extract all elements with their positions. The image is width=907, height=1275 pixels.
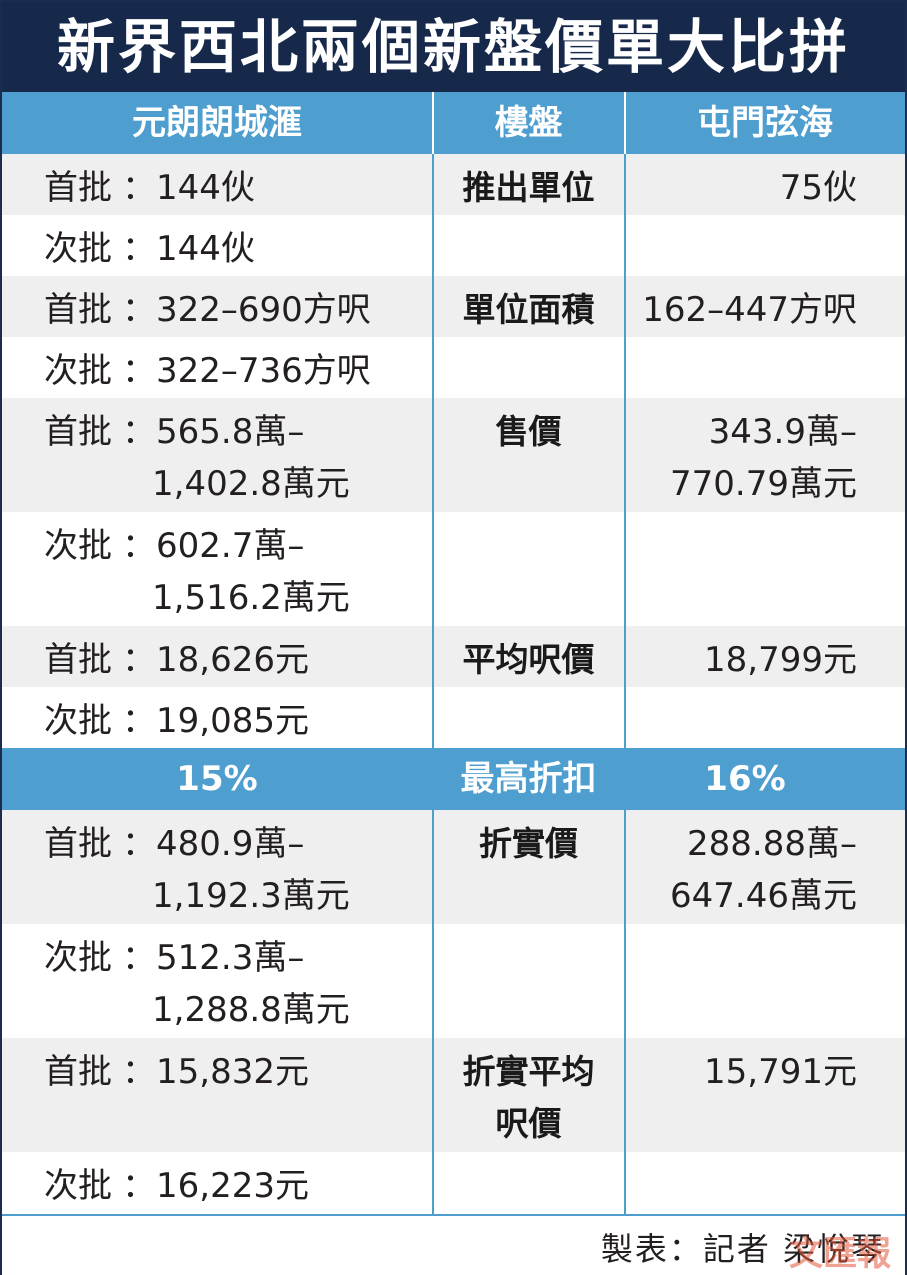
batch-value-line2: 1,288.8萬元 [152, 990, 350, 1030]
table-row-units-second: 次批 ：144伙 [2, 215, 905, 276]
batch-label: 首批 [44, 290, 112, 330]
table-row-price-second: 次批 ：602.7萬– 1,516.2萬元 [2, 512, 905, 626]
header-left: 元朗朗城滙 [132, 103, 302, 143]
batch-label: 次批 [44, 229, 112, 269]
discount-label: 最高折扣 [460, 759, 597, 799]
batch-value-line1: ：565.8萬– [122, 412, 305, 452]
compare-value: 162–447方呎 [642, 290, 857, 330]
batch-value-line2: 1,192.3萬元 [152, 876, 350, 916]
discount-row: 15% 最高折扣 16% [2, 748, 905, 810]
divider [432, 810, 434, 1214]
batch-value-line1: ：480.9萬– [122, 824, 305, 864]
batch-value: ：322–736方呎 [122, 351, 371, 391]
table-row-units-first: 首批 ：144伙 推出單位 75伙 [2, 154, 905, 215]
page-title: 新界西北兩個新盤價單大比拼 [2, 2, 905, 92]
table-row-psf-second: 次批 ：19,085元 [2, 687, 905, 748]
divider [624, 810, 626, 1214]
row-category: 售價 [495, 412, 562, 451]
header-right: 屯門弦海 [697, 103, 833, 143]
compare-value: 15,791元 [704, 1052, 857, 1092]
divider [624, 154, 626, 748]
credit-text: 製表：記者 梁悅琴 [600, 1230, 885, 1268]
table-row-area-first: 首批 ：322–690方呎 單位面積 162–447方呎 [2, 276, 905, 337]
batch-label: 次批 [44, 526, 112, 566]
table-header-row: 元朗朗城滙 樓盤 屯門弦海 [2, 92, 905, 154]
batch-label: 次批 [44, 1166, 112, 1206]
batch-value-line2: 1,516.2萬元 [152, 578, 350, 618]
table-row-net-psf-second: 次批 ：16,223元 [2, 1152, 905, 1214]
compare-value-line2: 647.46萬元 [670, 876, 857, 916]
row-category: 單位面積 [462, 290, 595, 329]
batch-value: ：144伙 [122, 229, 255, 269]
batch-value: ：15,832元 [122, 1052, 309, 1092]
batch-value: ：144伙 [122, 168, 255, 208]
table-row-price-first: 首批 ：565.8萬– 1,402.8萬元 售價 343.9萬– 770.79萬… [2, 398, 905, 512]
batch-label: 首批 [44, 824, 112, 864]
compare-value-line2: 770.79萬元 [670, 464, 857, 504]
discount-left: 15% [176, 759, 258, 799]
table-row-net-psf-first: 首批 ：15,832元 折實平均 呎價 15,791元 [2, 1038, 905, 1152]
row-category: 平均呎價 [462, 640, 595, 679]
divider [432, 92, 434, 154]
row-category: 推出單位 [462, 168, 595, 207]
batch-label: 首批 [44, 412, 112, 452]
compare-value-line1: 288.88萬– [687, 824, 857, 864]
batch-label: 次批 [44, 351, 112, 391]
batch-value-line1: ：512.3萬– [122, 938, 305, 978]
compare-value: 75伙 [779, 168, 857, 208]
row-category-line2: 呎價 [495, 1104, 562, 1143]
table-row-net-price-first: 首批 ：480.9萬– 1,192.3萬元 折實價 288.88萬– 647.4… [2, 810, 905, 924]
table-row-area-second: 次批 ：322–736方呎 [2, 337, 905, 398]
batch-label: 次批 [44, 701, 112, 741]
row-category-line1: 折實平均 [462, 1052, 595, 1091]
watermark-logo: 文匯報 [789, 1234, 891, 1274]
batch-value: ：19,085元 [122, 701, 309, 741]
batch-label: 首批 [44, 640, 112, 680]
divider [432, 154, 434, 748]
batch-value-line2: 1,402.8萬元 [152, 464, 350, 504]
batch-label: 次批 [44, 938, 112, 978]
batch-value: ：16,223元 [122, 1166, 309, 1206]
compare-value: 18,799元 [704, 640, 857, 680]
footer: 製表：記者 梁悅琴 文匯報 [2, 1214, 905, 1275]
table-row-psf-first: 首批 ：18,626元 平均呎價 18,799元 [2, 626, 905, 687]
batch-value: ：322–690方呎 [122, 290, 371, 330]
discount-right: 16% [704, 759, 786, 799]
batch-label: 首批 [44, 168, 112, 208]
batch-value: ：18,626元 [122, 640, 309, 680]
header-middle: 樓盤 [494, 103, 563, 143]
table-row-net-price-second: 次批 ：512.3萬– 1,288.8萬元 [2, 924, 905, 1038]
batch-label: 首批 [44, 1052, 112, 1092]
compare-value-line1: 343.9萬– [708, 412, 857, 452]
row-category: 折實價 [479, 824, 578, 863]
batch-value-line1: ：602.7萬– [122, 526, 305, 566]
divider [624, 92, 626, 154]
